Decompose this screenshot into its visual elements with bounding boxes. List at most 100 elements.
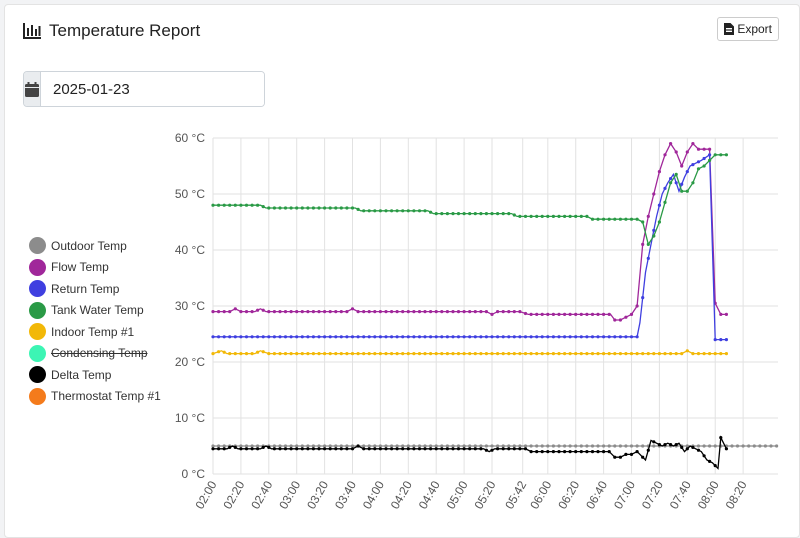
- series-point: [267, 445, 271, 449]
- series-point: [323, 447, 327, 451]
- series-point: [607, 352, 611, 356]
- legend-item[interactable]: Indoor Temp #1: [29, 321, 161, 343]
- series-point: [680, 352, 684, 356]
- calendar-button[interactable]: [24, 72, 41, 106]
- series-point: [401, 310, 405, 314]
- series-point: [345, 310, 349, 314]
- x-tick-label: 03:00: [276, 478, 303, 511]
- legend-item[interactable]: Thermostat Temp #1: [29, 386, 161, 408]
- x-tick-label: 06:20: [555, 478, 582, 511]
- legend-item[interactable]: Condensing Temp: [29, 343, 161, 365]
- series-point: [602, 450, 606, 454]
- series-point: [256, 308, 260, 312]
- series-point: [563, 312, 567, 316]
- series-point: [211, 444, 215, 448]
- series-point: [512, 447, 516, 451]
- series-point: [334, 335, 338, 339]
- series-point: [663, 186, 667, 190]
- series-point: [390, 310, 394, 314]
- series-point: [624, 452, 628, 456]
- series-point: [261, 350, 265, 354]
- series-point: [685, 444, 689, 448]
- series-point: [691, 352, 695, 356]
- series-point: [563, 444, 567, 448]
- series-point: [702, 444, 706, 448]
- series-point: [613, 217, 617, 221]
- series-point: [272, 206, 276, 210]
- series-point: [462, 352, 466, 356]
- series-point: [507, 444, 511, 448]
- series-point: [657, 352, 661, 356]
- legend-item[interactable]: Outdoor Temp: [29, 235, 161, 257]
- series-point: [295, 352, 299, 356]
- date-input[interactable]: [41, 72, 264, 106]
- series-point: [641, 352, 645, 356]
- series-point: [356, 207, 360, 211]
- series-point: [395, 209, 399, 213]
- series-point: [451, 352, 455, 356]
- series-point: [278, 447, 282, 451]
- series-point: [607, 217, 611, 221]
- series-point: [602, 352, 606, 356]
- series-point: [546, 352, 550, 356]
- series-point: [440, 310, 444, 314]
- legend-label: Indoor Temp #1: [51, 324, 135, 339]
- series-point: [724, 338, 729, 342]
- legend-item[interactable]: Tank Water Temp: [29, 300, 161, 322]
- series-point: [222, 350, 226, 354]
- bar-chart-icon: [23, 23, 41, 39]
- series-point: [456, 212, 461, 216]
- series-point: [429, 352, 433, 356]
- series-point: [317, 335, 321, 339]
- series-point: [356, 335, 360, 339]
- series-point: [590, 217, 595, 221]
- export-button[interactable]: Export: [717, 17, 779, 41]
- series-point: [429, 447, 433, 451]
- series-point: [244, 310, 249, 314]
- series-point: [417, 447, 422, 451]
- series-point: [646, 242, 650, 246]
- series-point: [261, 205, 265, 209]
- series-point: [713, 153, 717, 157]
- series-point: [267, 352, 271, 356]
- series-point: [585, 444, 589, 448]
- series-point: [546, 335, 550, 339]
- series-point: [256, 444, 260, 448]
- series-point: [311, 206, 315, 210]
- series-point: [568, 312, 572, 316]
- series-point: [423, 352, 427, 356]
- series-point: [685, 447, 689, 451]
- series-point: [713, 338, 717, 342]
- series-point: [546, 450, 550, 454]
- series-point: [546, 214, 550, 218]
- legend-item[interactable]: Delta Temp: [29, 364, 161, 386]
- series-point: [663, 352, 667, 356]
- series-point: [390, 352, 394, 356]
- series-point: [233, 335, 237, 339]
- series-point: [468, 447, 472, 451]
- series-point: [540, 312, 544, 316]
- series-point: [473, 310, 477, 314]
- series-point: [518, 214, 522, 218]
- series-point: [350, 352, 355, 356]
- series-point: [451, 335, 455, 339]
- legend-item[interactable]: Return Temp: [29, 278, 161, 300]
- series-point: [535, 312, 539, 316]
- series-point: [763, 444, 768, 448]
- series-point: [244, 203, 249, 207]
- series-point: [423, 444, 427, 448]
- series-point: [334, 447, 338, 451]
- series-point: [518, 444, 522, 448]
- legend-item[interactable]: Flow Temp: [29, 257, 161, 279]
- series-point: [518, 447, 522, 451]
- series-point: [557, 450, 561, 454]
- series-point: [585, 450, 589, 454]
- series-point: [680, 182, 684, 186]
- series-point: [551, 450, 555, 454]
- series-point: [311, 310, 315, 314]
- series-point: [345, 206, 349, 210]
- series-point: [691, 181, 695, 185]
- y-tick-label: 10 °C: [175, 411, 205, 425]
- series-point: [306, 310, 310, 314]
- series-point: [557, 312, 561, 316]
